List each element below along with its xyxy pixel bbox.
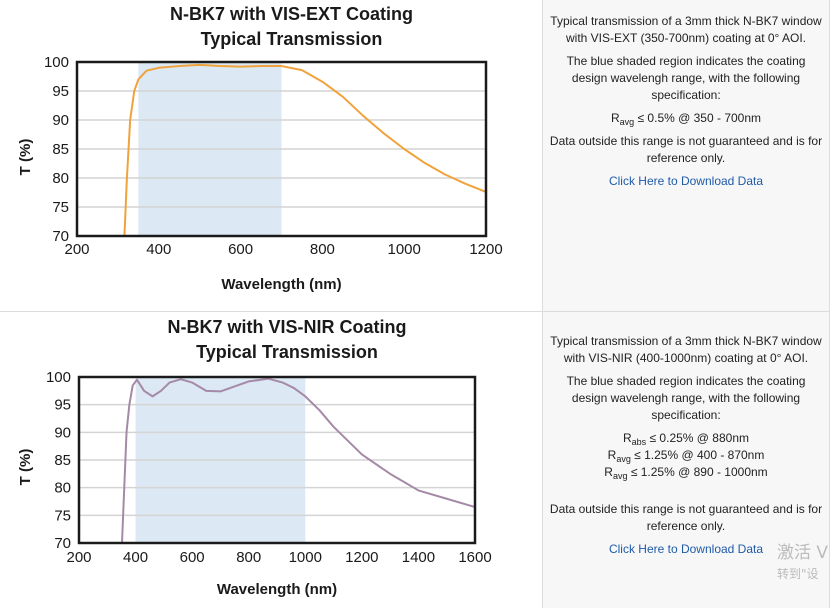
- watermark-text: 激活 V: [777, 543, 829, 563]
- x-tick-label: 400: [146, 241, 171, 258]
- x-tick-label: 600: [180, 549, 205, 566]
- description-text: The blue shaded region indicates the coa…: [566, 54, 806, 102]
- y-tick-label: 95: [52, 83, 69, 100]
- x-tick-label: 1200: [469, 241, 502, 258]
- x-axis-label: Wavelength (nm): [217, 581, 337, 598]
- x-tick-label: 800: [310, 241, 335, 258]
- download-data-link[interactable]: Click Here to Download Data: [608, 542, 764, 556]
- spec-line: Ravg ≤ 1.25% @ 400 - 870nm: [607, 448, 765, 464]
- chart-title: Typical Transmission: [201, 29, 383, 49]
- y-tick-label: 85: [54, 452, 71, 469]
- y-axis-label: T (%): [17, 139, 34, 176]
- chart-title: N-BK7 with VIS-NIR Coating: [168, 317, 407, 337]
- chart-vis-ext: N-BK7 with VIS-EXT Coating Typical Transm…: [0, 0, 542, 311]
- y-tick-label: 90: [54, 424, 71, 441]
- spec-list: Ravg ≤ 0.5% @ 350 - 700nm: [549, 110, 823, 127]
- x-axis-label: Wavelength (nm): [221, 276, 341, 293]
- transmission-line: [120, 377, 476, 544]
- chart-svg: N-BK7 with VIS-NIR Coating Typical Transm…: [17, 317, 492, 598]
- description-panel: Typical transmission of a 3mm thick N-BK…: [542, 312, 830, 608]
- y-tick-label: 90: [52, 112, 69, 129]
- description-text: Typical transmission of a 3mm thick N-BK…: [550, 14, 822, 45]
- disclaimer-text: Data outside this range is not guarantee…: [549, 502, 823, 533]
- x-tick-label: 1600: [458, 549, 491, 566]
- x-tick-label: 400: [123, 549, 148, 566]
- x-tick-label: 1000: [289, 549, 322, 566]
- spec-line: Ravg ≤ 1.25% @ 890 - 1000nm: [604, 465, 768, 481]
- chart-title: Typical Transmission: [196, 342, 378, 362]
- y-tick-label: 75: [52, 199, 69, 216]
- x-tick-label: 1200: [345, 549, 378, 566]
- chart-row-vis-ext: N-BK7 with VIS-EXT Coating Typical Transm…: [0, 0, 830, 312]
- chart-title: N-BK7 with VIS-EXT Coating: [170, 4, 413, 24]
- disclaimer-text: Data outside this range is not guarantee…: [549, 134, 823, 165]
- x-tick-label: 800: [236, 549, 261, 566]
- y-tick-label: 80: [54, 480, 71, 497]
- chart-svg: N-BK7 with VIS-EXT Coating Typical Transm…: [17, 4, 503, 293]
- y-tick-label: 95: [54, 397, 71, 414]
- x-tick-label: 1400: [402, 549, 435, 566]
- y-tick-label: 100: [46, 369, 71, 386]
- download-data-link[interactable]: Click Here to Download Data: [608, 174, 764, 188]
- description-text: The blue shaded region indicates the coa…: [566, 374, 806, 422]
- y-tick-label: 70: [54, 535, 71, 552]
- x-tick-label: 600: [228, 241, 253, 258]
- x-tick-label: 200: [66, 549, 91, 566]
- spec-list: Rabs ≤ 0.25% @ 880nm Ravg ≤ 1.25% @ 400 -…: [549, 430, 823, 481]
- y-tick-label: 85: [52, 141, 69, 158]
- y-axis-label: T (%): [17, 449, 34, 486]
- x-tick-label: 1000: [388, 241, 421, 258]
- plot-frame: [75, 60, 488, 238]
- y-tick-label: 70: [52, 228, 69, 245]
- x-tick-label: 200: [64, 241, 89, 258]
- chart-row-vis-nir: N-BK7 with VIS-NIR Coating Typical Transm…: [0, 312, 830, 608]
- plot-frame: [77, 375, 477, 545]
- description-panel: Typical transmission of a 3mm thick N-BK…: [542, 0, 830, 311]
- spec-line: Rabs ≤ 0.25% @ 880nm: [622, 431, 750, 447]
- spec-line: Ravg ≤ 0.5% @ 350 - 700nm: [610, 111, 762, 127]
- chart-vis-nir: N-BK7 with VIS-NIR Coating Typical Transm…: [0, 312, 542, 608]
- watermark-text: 转到"设: [777, 567, 819, 581]
- transmission-line: [123, 63, 487, 237]
- y-tick-label: 100: [44, 54, 69, 71]
- y-tick-label: 80: [52, 170, 69, 187]
- description-text: Typical transmission of a 3mm thick N-BK…: [550, 334, 822, 365]
- y-tick-label: 75: [54, 507, 71, 524]
